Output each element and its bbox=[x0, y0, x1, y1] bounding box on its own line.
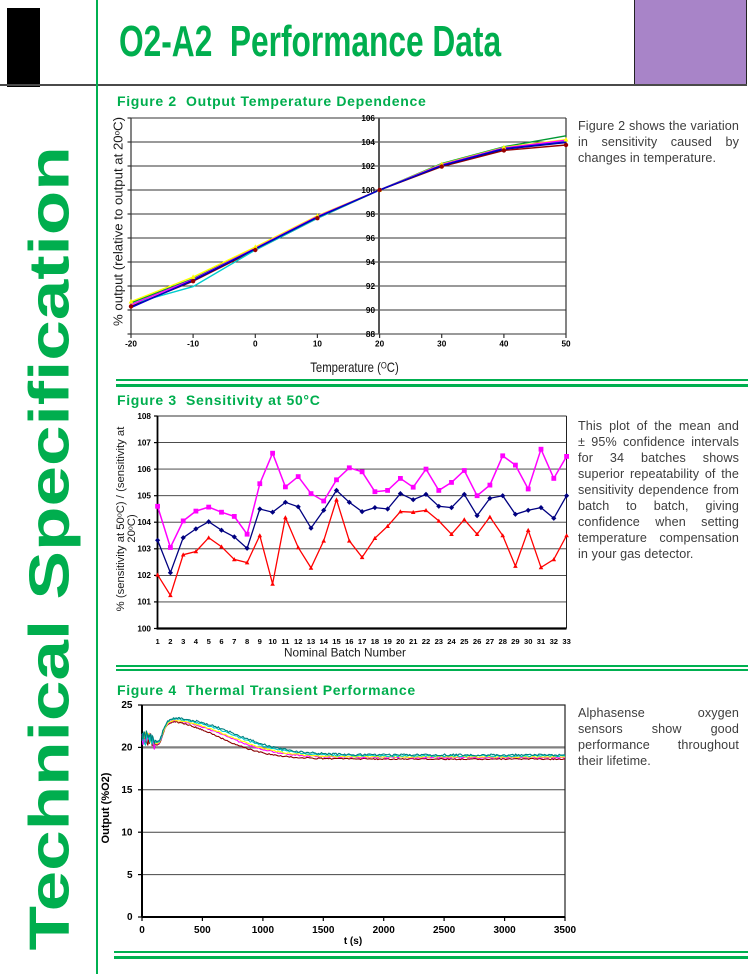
svg-text:18: 18 bbox=[371, 637, 379, 646]
svg-text:0: 0 bbox=[253, 340, 258, 349]
svg-text:96: 96 bbox=[366, 234, 376, 243]
svg-text:3: 3 bbox=[181, 637, 185, 646]
svg-text:26: 26 bbox=[473, 637, 481, 646]
svg-text:25: 25 bbox=[121, 700, 133, 711]
svg-text:7: 7 bbox=[232, 637, 236, 646]
svg-text:11: 11 bbox=[281, 637, 290, 646]
svg-text:1: 1 bbox=[155, 637, 160, 646]
svg-text:13: 13 bbox=[307, 637, 315, 646]
svg-text:19: 19 bbox=[383, 637, 391, 646]
svg-text:31: 31 bbox=[537, 637, 546, 646]
svg-text:t (s): t (s) bbox=[344, 936, 362, 947]
svg-text:Temperature (OC): Temperature (OC) bbox=[310, 359, 399, 376]
svg-text:103: 103 bbox=[137, 545, 151, 554]
svg-text:30: 30 bbox=[437, 340, 447, 349]
svg-text:Nominal Batch Number: Nominal Batch Number bbox=[284, 646, 406, 660]
svg-text:101: 101 bbox=[137, 598, 151, 607]
svg-text:2: 2 bbox=[168, 637, 172, 646]
svg-text:-10: -10 bbox=[187, 340, 199, 349]
svg-text:107: 107 bbox=[137, 438, 151, 447]
svg-text:100: 100 bbox=[361, 186, 375, 195]
svg-text:22: 22 bbox=[422, 637, 430, 646]
svg-text:16: 16 bbox=[345, 637, 353, 646]
svg-text:17: 17 bbox=[358, 637, 366, 646]
svg-text:1500: 1500 bbox=[312, 925, 335, 936]
svg-text:4: 4 bbox=[194, 637, 199, 646]
svg-text:0: 0 bbox=[127, 912, 133, 923]
svg-text:50: 50 bbox=[561, 340, 571, 349]
svg-text:21: 21 bbox=[409, 637, 418, 646]
svg-text:25: 25 bbox=[460, 637, 469, 646]
svg-text:30: 30 bbox=[524, 637, 532, 646]
svg-text:27: 27 bbox=[486, 637, 494, 646]
svg-text:20: 20 bbox=[375, 340, 385, 349]
svg-text:98: 98 bbox=[366, 210, 376, 219]
svg-text:-20: -20 bbox=[125, 340, 137, 349]
svg-text:94: 94 bbox=[366, 258, 376, 267]
svg-text:10: 10 bbox=[313, 340, 323, 349]
svg-text:92: 92 bbox=[366, 282, 376, 291]
svg-text:24: 24 bbox=[447, 637, 456, 646]
svg-text:90: 90 bbox=[366, 306, 376, 315]
svg-text:5: 5 bbox=[127, 870, 133, 881]
svg-text:2500: 2500 bbox=[433, 925, 456, 936]
svg-text:102: 102 bbox=[361, 162, 375, 171]
svg-text:10: 10 bbox=[268, 637, 276, 646]
svg-text:500: 500 bbox=[194, 925, 211, 936]
svg-text:10: 10 bbox=[121, 827, 133, 838]
svg-text:100: 100 bbox=[137, 624, 151, 633]
svg-text:32: 32 bbox=[550, 637, 558, 646]
svg-text:105: 105 bbox=[137, 492, 151, 501]
svg-text:6: 6 bbox=[219, 637, 223, 646]
svg-text:9: 9 bbox=[258, 637, 262, 646]
svg-text:3500: 3500 bbox=[554, 925, 577, 936]
svg-text:106: 106 bbox=[361, 114, 375, 123]
svg-text:Output (%O2): Output (%O2) bbox=[100, 772, 112, 843]
svg-text:33: 33 bbox=[562, 637, 570, 646]
svg-text:108: 108 bbox=[137, 412, 151, 421]
svg-text:12: 12 bbox=[294, 637, 302, 646]
svg-text:2000: 2000 bbox=[373, 925, 396, 936]
svg-text:104: 104 bbox=[361, 138, 375, 147]
svg-text:29: 29 bbox=[511, 637, 519, 646]
svg-text:28: 28 bbox=[498, 637, 506, 646]
svg-text:102: 102 bbox=[137, 571, 151, 580]
svg-text:88: 88 bbox=[366, 330, 376, 339]
svg-text:8: 8 bbox=[245, 637, 249, 646]
svg-text:% (sensitivity at 50oC) / (sen: % (sensitivity at 50oC) / (sensitivity a… bbox=[115, 426, 127, 612]
svg-text:106: 106 bbox=[137, 465, 151, 474]
svg-text:% output (relative to output a: % output (relative to output at 20oC) bbox=[111, 117, 126, 326]
svg-text:5: 5 bbox=[207, 637, 212, 646]
svg-text:40: 40 bbox=[499, 340, 509, 349]
svg-text:104: 104 bbox=[137, 518, 151, 527]
svg-text:15: 15 bbox=[332, 637, 341, 646]
svg-text:20: 20 bbox=[396, 637, 404, 646]
svg-text:20: 20 bbox=[121, 743, 133, 754]
svg-text:3000: 3000 bbox=[493, 925, 516, 936]
svg-text:0: 0 bbox=[139, 925, 145, 936]
svg-text:1000: 1000 bbox=[252, 925, 275, 936]
svg-text:15: 15 bbox=[121, 785, 133, 796]
svg-text:14: 14 bbox=[319, 637, 328, 646]
svg-text:20oC): 20oC) bbox=[126, 514, 138, 543]
svg-text:23: 23 bbox=[435, 637, 443, 646]
